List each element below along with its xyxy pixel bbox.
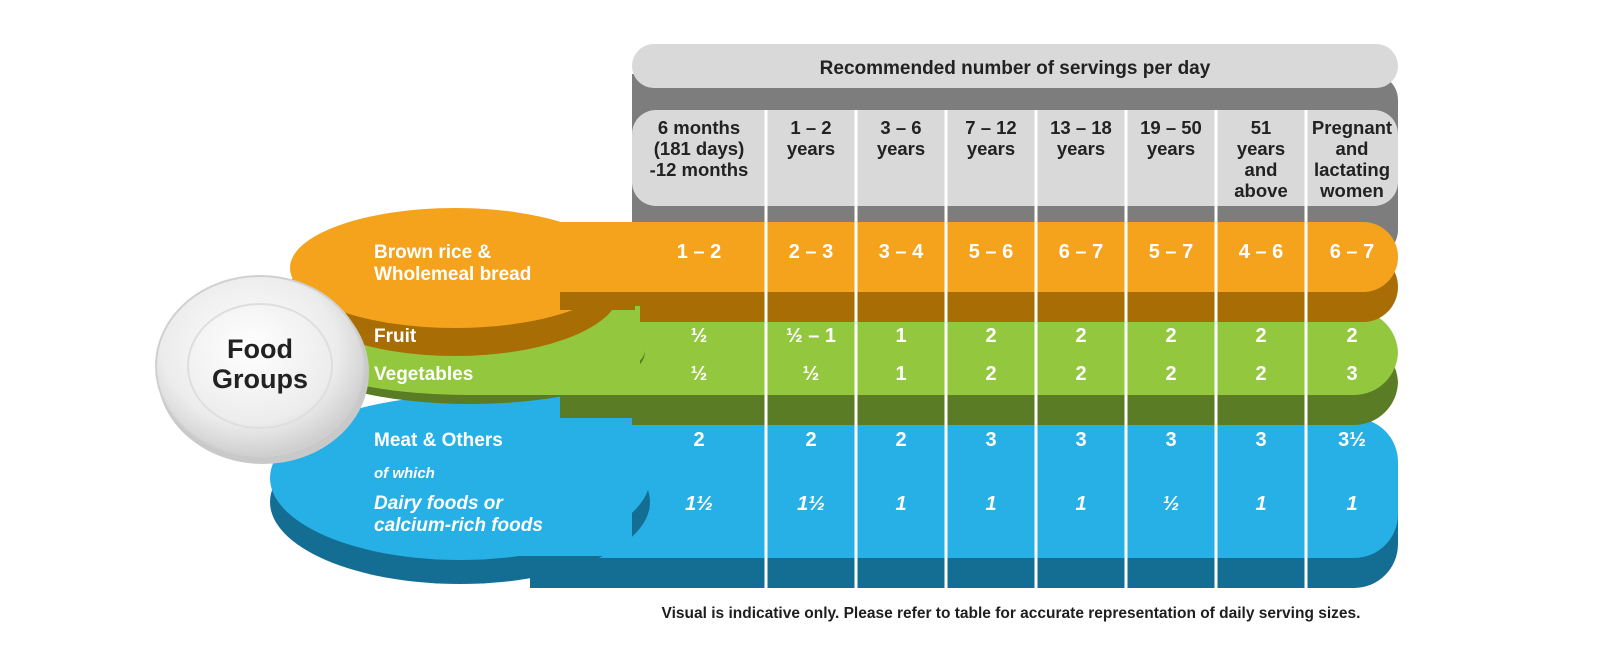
column-header-label: 19 – 50 — [1140, 117, 1202, 138]
cell-value: 1 — [895, 325, 906, 347]
row-label: Fruit — [374, 326, 417, 347]
row-label: Brown rice & — [374, 242, 491, 263]
plate-rim — [187, 303, 333, 429]
cell-value: 1 — [1346, 493, 1357, 515]
header-title-bar — [632, 44, 1398, 88]
column-header-label: 3 – 6 — [880, 117, 921, 138]
column-header-label: 13 – 18 — [1050, 117, 1112, 138]
cell-value: 5 – 7 — [1149, 241, 1193, 263]
column-header-label: women — [1319, 180, 1384, 201]
cell-value: ½ — [691, 325, 708, 347]
meat-others-band — [530, 418, 1398, 558]
column-header-label: years — [1237, 138, 1285, 159]
meat-ellipse-fill — [460, 396, 632, 556]
cell-value: 3½ — [1338, 429, 1366, 451]
column-header-label: 51 — [1251, 117, 1272, 138]
cell-value: 2 — [985, 363, 996, 385]
cell-value: 3 — [985, 429, 996, 451]
cell-value: 1 — [1075, 493, 1086, 515]
cell-value: 2 — [693, 429, 704, 451]
row-label: Vegetables — [374, 364, 473, 385]
cell-value: 3 — [1165, 429, 1176, 451]
grains-ellipse-fill — [455, 222, 635, 292]
plate — [155, 275, 365, 457]
column-header-label: years — [1057, 138, 1105, 159]
cell-value: 2 — [1165, 363, 1176, 385]
cell-value: 1 – 2 — [677, 241, 721, 263]
row-label: Wholemeal bread — [374, 264, 531, 285]
corner-label-line: Food — [227, 334, 293, 364]
corner-label-line: Groups — [212, 364, 308, 394]
cell-value: ½ — [1163, 493, 1180, 515]
cell-value: 2 — [1346, 325, 1357, 347]
column-header-label: -12 months — [650, 159, 749, 180]
cell-value: 3 — [1346, 363, 1357, 385]
cell-value: 2 – 3 — [789, 241, 833, 263]
cell-value: 3 — [1255, 429, 1266, 451]
fruit-veg-depth-fill — [560, 395, 635, 418]
cell-value: 2 — [985, 325, 996, 347]
grains-band — [530, 222, 1398, 292]
column-header-label: years — [967, 138, 1015, 159]
cell-value: 2 — [1255, 363, 1266, 385]
column-header-label: years — [877, 138, 925, 159]
cell-value: 1 — [895, 363, 906, 385]
cell-value: 6 – 7 — [1059, 241, 1103, 263]
fruit-vegetables-band — [600, 310, 1398, 395]
column-header-label: and — [1336, 138, 1369, 159]
cell-value: 2 — [1075, 363, 1086, 385]
cell-value: 1½ — [797, 493, 825, 515]
header-title: Recommended number of servings per day — [820, 58, 1211, 79]
header-columns-bar — [632, 110, 1398, 206]
row-label: Meat & Others — [374, 430, 503, 451]
column-header-label: above — [1234, 180, 1287, 201]
cell-value: 2 — [1075, 325, 1086, 347]
row-label: of which — [374, 465, 435, 482]
footnote: Visual is indicative only. Please refer … — [662, 605, 1361, 622]
column-header-label: 1 – 2 — [790, 117, 831, 138]
cell-value: ½ — [803, 363, 820, 385]
cell-value: ½ – 1 — [786, 325, 836, 347]
cell-value: 2 — [1255, 325, 1266, 347]
row-label: calcium-rich foods — [374, 515, 543, 536]
cell-value: 6 – 7 — [1330, 241, 1374, 263]
column-header-label: 7 – 12 — [965, 117, 1016, 138]
cell-value: 1 — [1255, 493, 1266, 515]
column-header-label: (181 days) — [654, 138, 745, 159]
grains-depth-fill — [560, 292, 635, 310]
cell-value: 4 – 6 — [1239, 241, 1283, 263]
cell-value: 1 — [985, 493, 996, 515]
row-label: Dairy foods or — [374, 493, 504, 514]
cell-value: 3 – 4 — [879, 241, 924, 263]
column-header-label: lactating — [1314, 159, 1390, 180]
cell-value: 5 – 6 — [969, 241, 1013, 263]
column-header-label: 6 months — [658, 117, 740, 138]
column-header-label: years — [1147, 138, 1195, 159]
cell-value: 1 — [895, 493, 906, 515]
column-header-label: and — [1245, 159, 1278, 180]
column-header-label: years — [787, 138, 835, 159]
cell-value: 1½ — [685, 493, 713, 515]
cell-value: 2 — [805, 429, 816, 451]
cell-value: ½ — [691, 363, 708, 385]
cell-value: 3 — [1075, 429, 1086, 451]
column-header-label: Pregnant — [1312, 117, 1392, 138]
cell-value: 2 — [1165, 325, 1176, 347]
cell-value: 2 — [895, 429, 906, 451]
